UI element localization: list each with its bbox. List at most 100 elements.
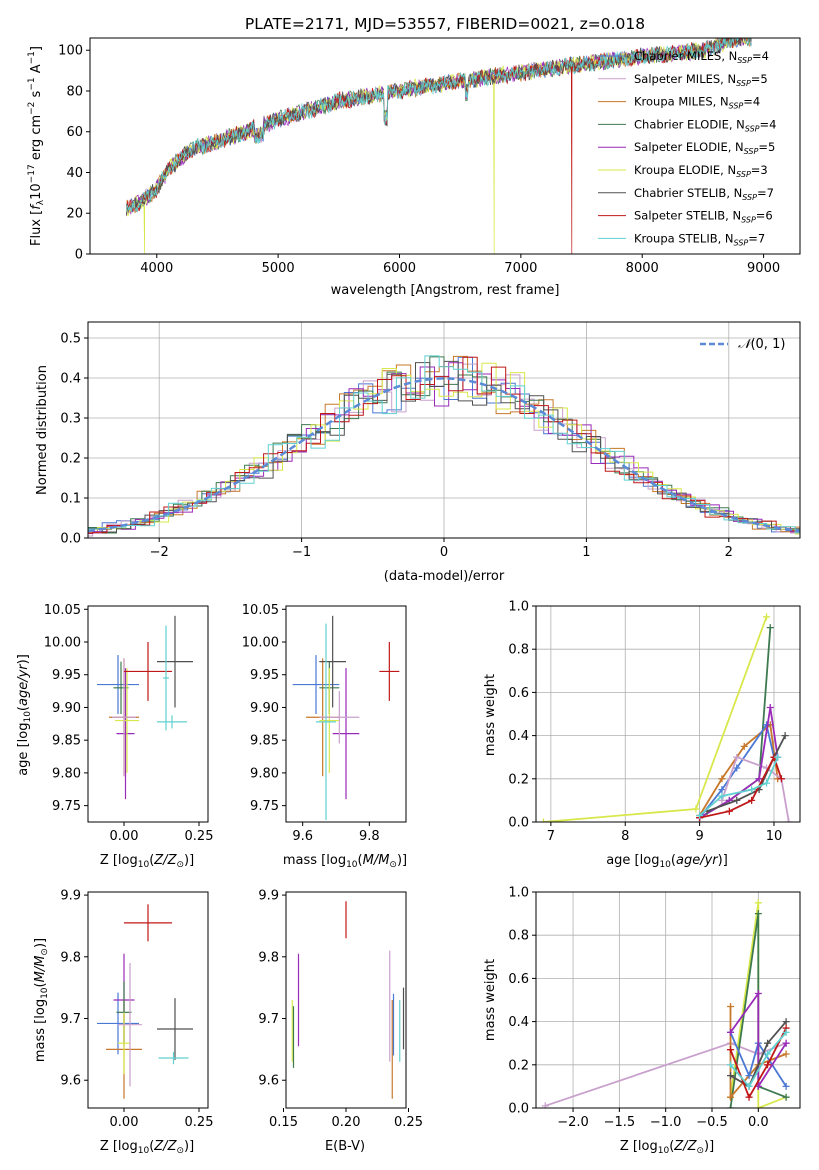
ytick-label: 0.6: [508, 972, 529, 987]
figure-title: PLATE=2171, MJD=53557, FIBERID=0021, z=0…: [245, 15, 645, 33]
xtick-label: −1.5: [604, 1115, 636, 1130]
gaussian-legend-label: 𝒩(0, 1): [738, 337, 785, 352]
plot-area: [539, 613, 793, 822]
age-vs-mass-panel: 9.6 9.8 9.75 9.80 9.85 9.90 9.95 10.00 10.05: [242, 603, 407, 844]
panel-frame: [87, 605, 209, 823]
massweight-marker: [782, 1039, 790, 1047]
spectrum-ytick-label: 100: [58, 44, 83, 59]
spectrum-frame: [89, 37, 801, 255]
massweight-marker: [754, 910, 762, 918]
spectrum-xtick-label: 8000: [626, 261, 659, 276]
residual-histograms: [88, 322, 800, 539]
residual-ytick-label: 0.2: [60, 452, 81, 467]
plot-area: [292, 615, 400, 821]
massweight-marker: [763, 613, 771, 621]
massweight-marker: [745, 1072, 753, 1080]
ytick-label: 9.9: [60, 889, 81, 904]
ytick-label: 0.0: [508, 816, 529, 831]
massweight-marker: [733, 796, 741, 804]
massweight-marker: [541, 1102, 549, 1108]
residual-xtick-label: 1: [582, 545, 590, 560]
residual-axes: −2 −1 0 1 2 0.0 0.1 0.2 0.3 0.4 0.5: [60, 332, 733, 561]
spectrum-xtick-label: 6000: [383, 261, 416, 276]
xtick-label: 8: [621, 829, 629, 844]
spectrum-ytick-label: 0: [75, 248, 83, 263]
spectrum-legend: Chabrier MILES, NSSP=4 Salpeter MILES, NS…: [598, 49, 776, 247]
errorbar-point: [157, 615, 193, 708]
errorbar-point: [113, 661, 129, 714]
residual-ytick-label: 0.0: [60, 532, 81, 547]
spectrum-series-group: [126, 38, 752, 254]
ytick-label: 0.2: [508, 772, 529, 787]
mass-xlabel: mass [log10(M/M⊙)]: [283, 853, 407, 870]
massweight-marker: [718, 786, 726, 794]
ytick-label: 9.95: [52, 668, 81, 683]
ytick-label: 9.85: [52, 734, 81, 749]
massweight-marker: [745, 1093, 753, 1101]
panel-frame: [535, 891, 801, 1109]
errorbar-point: [292, 655, 340, 714]
xtick-label: −1.0: [650, 1115, 682, 1130]
massweight-marker: [781, 732, 789, 740]
massweight-marker: [764, 1061, 772, 1069]
ytick-label: 0.8: [508, 643, 529, 658]
metallicity-xlabel-bottom: Z [log10(Z/Z⊙)]: [100, 1139, 194, 1156]
massweight-line: [729, 990, 787, 1090]
massweight-line: [729, 1027, 787, 1100]
xtick-label: 9.8: [359, 829, 380, 844]
massweight-marker: [725, 807, 733, 815]
massweight-marker: [782, 1028, 790, 1036]
errorbar-point: [115, 668, 139, 773]
ytick-label: 0.0: [508, 1102, 529, 1117]
massweight-marker: [754, 899, 762, 907]
massweight-marker: [782, 1082, 790, 1090]
legend-entry: Kroupa MILES, NSSP=4: [634, 95, 760, 111]
ytick-label: 0.2: [508, 1058, 529, 1073]
residual-ytick-label: 0.4: [60, 372, 81, 387]
ytick-label: 0.6: [508, 686, 529, 701]
plot-area: [291, 901, 405, 1099]
xtick-label: 0.15: [269, 1115, 298, 1130]
massweight-marker: [745, 1082, 753, 1090]
errorbar-point: [97, 655, 139, 714]
massweight-marker: [727, 1061, 735, 1069]
ytick-label: 9.80: [52, 766, 81, 781]
legend-entry: Chabrier MILES, NSSP=4: [634, 49, 769, 65]
errorbar-point: [319, 615, 346, 708]
residual-xtick-label: 2: [725, 545, 733, 560]
residual-ytick-label: 0.5: [60, 332, 81, 347]
residual-step-line: [88, 356, 800, 534]
plot-area: [97, 615, 193, 800]
massweight-marker: [718, 792, 726, 800]
xtick-label: 0.00: [110, 829, 139, 844]
residual-ylabel: Normed distribution: [35, 365, 50, 495]
errorbar-point: [124, 642, 172, 701]
xtick-label: 10: [766, 829, 783, 844]
panel-frame: [87, 891, 209, 1109]
massweight-marker: [766, 704, 774, 712]
massweight-marker: [727, 1072, 735, 1080]
massweight-marker: [782, 1018, 790, 1026]
massweight-marker: [733, 753, 741, 761]
ytick-label: 9.8: [258, 950, 279, 965]
age-ylabel: age [log10(age/yr)]: [16, 654, 33, 776]
xtick-label: 0.20: [332, 1115, 361, 1130]
ytick-label: 9.85: [250, 734, 279, 749]
residual-legend: 𝒩(0, 1): [700, 337, 785, 352]
ytick-label: 10.00: [242, 636, 279, 651]
ytick-label: 9.80: [250, 766, 279, 781]
errorbar-point: [112, 658, 136, 777]
spectrum-ytick-label: 80: [66, 84, 83, 99]
massweight-line: [543, 616, 768, 822]
ytick-label: 9.95: [250, 668, 279, 683]
xtick-label: 0.25: [185, 829, 214, 844]
massweight-marker: [727, 1028, 735, 1036]
massweight-marker: [748, 796, 756, 804]
massweight-marker: [692, 805, 700, 813]
spectrum-xtick-label: 7000: [504, 261, 537, 276]
legend-entry: Kroupa STELIB, NSSP=7: [634, 231, 765, 247]
xtick-label: 0.0: [748, 1115, 769, 1130]
ytick-label: 9.7: [60, 1012, 81, 1027]
residual-panel: −2 −1 0 1 2 0.0 0.1 0.2 0.3 0.4 0.5 (data-model)/e…: [35, 321, 801, 584]
plot-area: [541, 899, 790, 1108]
